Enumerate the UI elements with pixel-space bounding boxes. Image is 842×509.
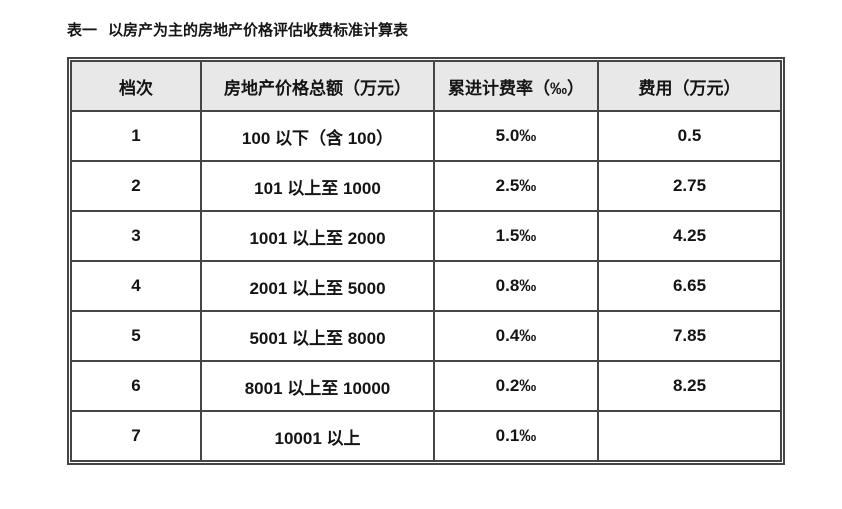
cell: 6 — [70, 360, 202, 412]
table-row: 3 1001 以上至 2000 1.5‰ 4.25 — [70, 210, 782, 262]
cell: 101 以上至 1000 — [200, 160, 435, 212]
cell: 6.65 — [597, 260, 782, 312]
cell: 2001 以上至 5000 — [200, 260, 435, 312]
cell: 7 — [70, 410, 202, 462]
table-row: 6 8001 以上至 10000 0.2‰ 8.25 — [70, 360, 782, 412]
cell: 1001 以上至 2000 — [200, 210, 435, 262]
column-header: 累进计费率（‰） — [433, 60, 599, 112]
header-row: 档次 房地产价格总额（万元） 累进计费率（‰） 费用（万元） — [70, 60, 782, 112]
cell: 1.5‰ — [433, 210, 599, 262]
document: 表一 以房产为主的房地产价格评估收费标准计算表 档次 房地产价格总额（万元） 累进计费… — [67, 22, 785, 470]
column-header: 费用（万元） — [597, 60, 782, 112]
cell: 10001 以上 — [200, 410, 435, 462]
table-row: 4 2001 以上至 5000 0.8‰ 6.65 — [70, 260, 782, 312]
fee-table: 档次 房地产价格总额（万元） 累进计费率（‰） 费用（万元） 1 100 以下（含 10… — [70, 60, 782, 462]
table-row: 2 101 以上至 1000 2.5‰ 2.75 — [70, 160, 782, 212]
page-title: 表一 以房产为主的房地产价格评估收费标准计算表 — [67, 22, 785, 39]
cell: 4.25 — [597, 210, 782, 262]
cell: 2.5‰ — [433, 160, 599, 212]
cell: 0.1‰ — [433, 410, 599, 462]
cell: 3 — [70, 210, 202, 262]
cell: 100 以下（含 100） — [200, 110, 435, 162]
cell: 5 — [70, 310, 202, 362]
cell: 0.8‰ — [433, 260, 599, 312]
table-row: 1 100 以下（含 100） 5.0‰ 0.5 — [70, 110, 782, 162]
table-number-label: 表一 — [67, 22, 98, 39]
cell: 5.0‰ — [433, 110, 599, 162]
cell: 0.5 — [597, 110, 782, 162]
column-header: 房地产价格总额（万元） — [200, 60, 435, 112]
cell — [597, 410, 782, 462]
cell: 4 — [70, 260, 202, 312]
cell: 8.25 — [597, 360, 782, 412]
cell: 5001 以上至 8000 — [200, 310, 435, 362]
table-row: 5 5001 以上至 8000 0.4‰ 7.85 — [70, 310, 782, 362]
column-header: 档次 — [70, 60, 202, 112]
cell: 0.2‰ — [433, 360, 599, 412]
table-row: 7 10001 以上 0.1‰ — [70, 410, 782, 462]
cell: 7.85 — [597, 310, 782, 362]
table-body: 1 100 以下（含 100） 5.0‰ 0.5 2 101 以上至 1000 2.5‰ 2.… — [70, 110, 782, 462]
fee-table-border: 档次 房地产价格总额（万元） 累进计费率（‰） 费用（万元） 1 100 以下（含 10… — [67, 57, 785, 465]
cell: 0.4‰ — [433, 310, 599, 362]
cell: 2.75 — [597, 160, 782, 212]
cell: 1 — [70, 110, 202, 162]
cell: 8001 以上至 10000 — [200, 360, 435, 412]
table-title-text: 以房产为主的房地产价格评估收费标准计算表 — [108, 22, 409, 39]
cell: 2 — [70, 160, 202, 212]
